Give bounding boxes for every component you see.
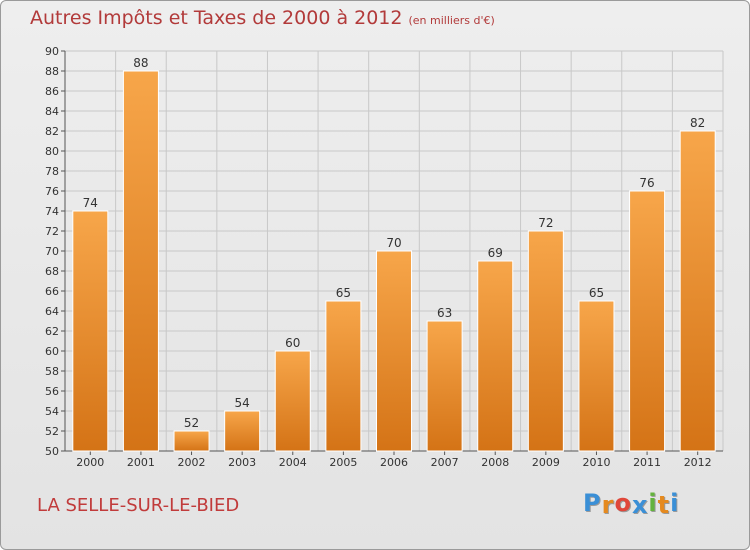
y-tick-label: 54: [45, 405, 59, 418]
chart-title: Autres Impôts et Taxes de 2000 à 2012 (en…: [30, 7, 495, 29]
y-tick-label: 78: [45, 165, 59, 178]
y-tick-label: 90: [45, 45, 59, 58]
y-tick-label: 68: [45, 265, 59, 278]
data-label: 60: [285, 336, 300, 350]
data-label: 70: [386, 236, 401, 250]
bar: [578, 300, 615, 452]
x-tick-label: 2008: [481, 456, 509, 469]
data-label: 69: [488, 246, 503, 260]
x-tick-label: 2010: [582, 456, 610, 469]
y-tick-label: 84: [45, 105, 59, 118]
data-label: 65: [589, 286, 604, 300]
data-label: 65: [336, 286, 351, 300]
data-label: 54: [235, 396, 250, 410]
y-tick-label: 86: [45, 85, 59, 98]
logo-letter: t: [657, 491, 671, 519]
logo-letter: i: [648, 489, 658, 517]
logo-letter: i: [670, 489, 680, 517]
y-tick-label: 70: [45, 245, 59, 258]
chart-title-text: Autres Impôts et Taxes de 2000 à 2012: [30, 7, 403, 29]
bar: [426, 320, 463, 452]
bar: [224, 410, 261, 452]
x-tick-label: 2006: [380, 456, 408, 469]
bar: [477, 260, 514, 452]
x-tick-label: 2002: [178, 456, 206, 469]
y-tick-label: 50: [45, 445, 59, 458]
y-tick-label: 52: [45, 425, 59, 438]
bar: [376, 250, 412, 452]
logo-letter: r: [601, 491, 615, 519]
bar: [325, 300, 362, 452]
data-label: 76: [639, 176, 654, 190]
labels: 74 88 52 54 60 65 70 63 69 72 65 76 82: [83, 56, 706, 430]
data-label: 72: [538, 216, 553, 230]
chart-unit-label: (en milliers d'€): [408, 14, 495, 27]
data-label: 52: [184, 416, 199, 430]
x-tick-label: 2007: [431, 456, 459, 469]
place-name: LA SELLE-SUR-LE-BIED: [37, 495, 240, 516]
y-tick-label: 74: [45, 205, 59, 218]
y-tick-label: 82: [45, 125, 59, 138]
y-tick-label: 56: [45, 385, 59, 398]
data-label: 82: [690, 116, 705, 130]
x-tick-label: 2011: [633, 456, 661, 469]
y-tick-label: 80: [45, 145, 59, 158]
logo-letter: x: [631, 491, 649, 519]
proxiti-logo: Proxiti: [583, 489, 680, 519]
logo-letter: P: [583, 489, 602, 517]
x-tick-label: 2001: [127, 456, 155, 469]
x-tick-label: 2000: [76, 456, 104, 469]
x-tick-label: 2004: [279, 456, 307, 469]
data-label: 63: [437, 306, 452, 320]
y-tick-label: 64: [45, 305, 59, 318]
x-tick-label: 2012: [684, 456, 712, 469]
y-tick-label: 62: [45, 325, 59, 338]
x-tick-label: 2003: [228, 456, 256, 469]
bars: [72, 70, 716, 452]
bar: [173, 430, 210, 452]
x-tick-label: 2005: [329, 456, 357, 469]
y-tick-label: 66: [45, 285, 59, 298]
bar: [122, 70, 159, 452]
y-tick-label: 58: [45, 365, 59, 378]
bar: [527, 230, 564, 452]
y-tick-label: 76: [45, 185, 59, 198]
y-tick-label: 60: [45, 345, 59, 358]
y-tick-label: 72: [45, 225, 59, 238]
bar: [629, 190, 666, 452]
bar: [72, 210, 109, 452]
logo-letter: o: [614, 489, 632, 517]
x-tick-label: 2009: [532, 456, 560, 469]
bar: [274, 350, 311, 452]
data-label: 88: [133, 56, 148, 70]
y-tick-label: 88: [45, 65, 59, 78]
bar: [679, 130, 716, 452]
data-label: 74: [83, 196, 98, 210]
